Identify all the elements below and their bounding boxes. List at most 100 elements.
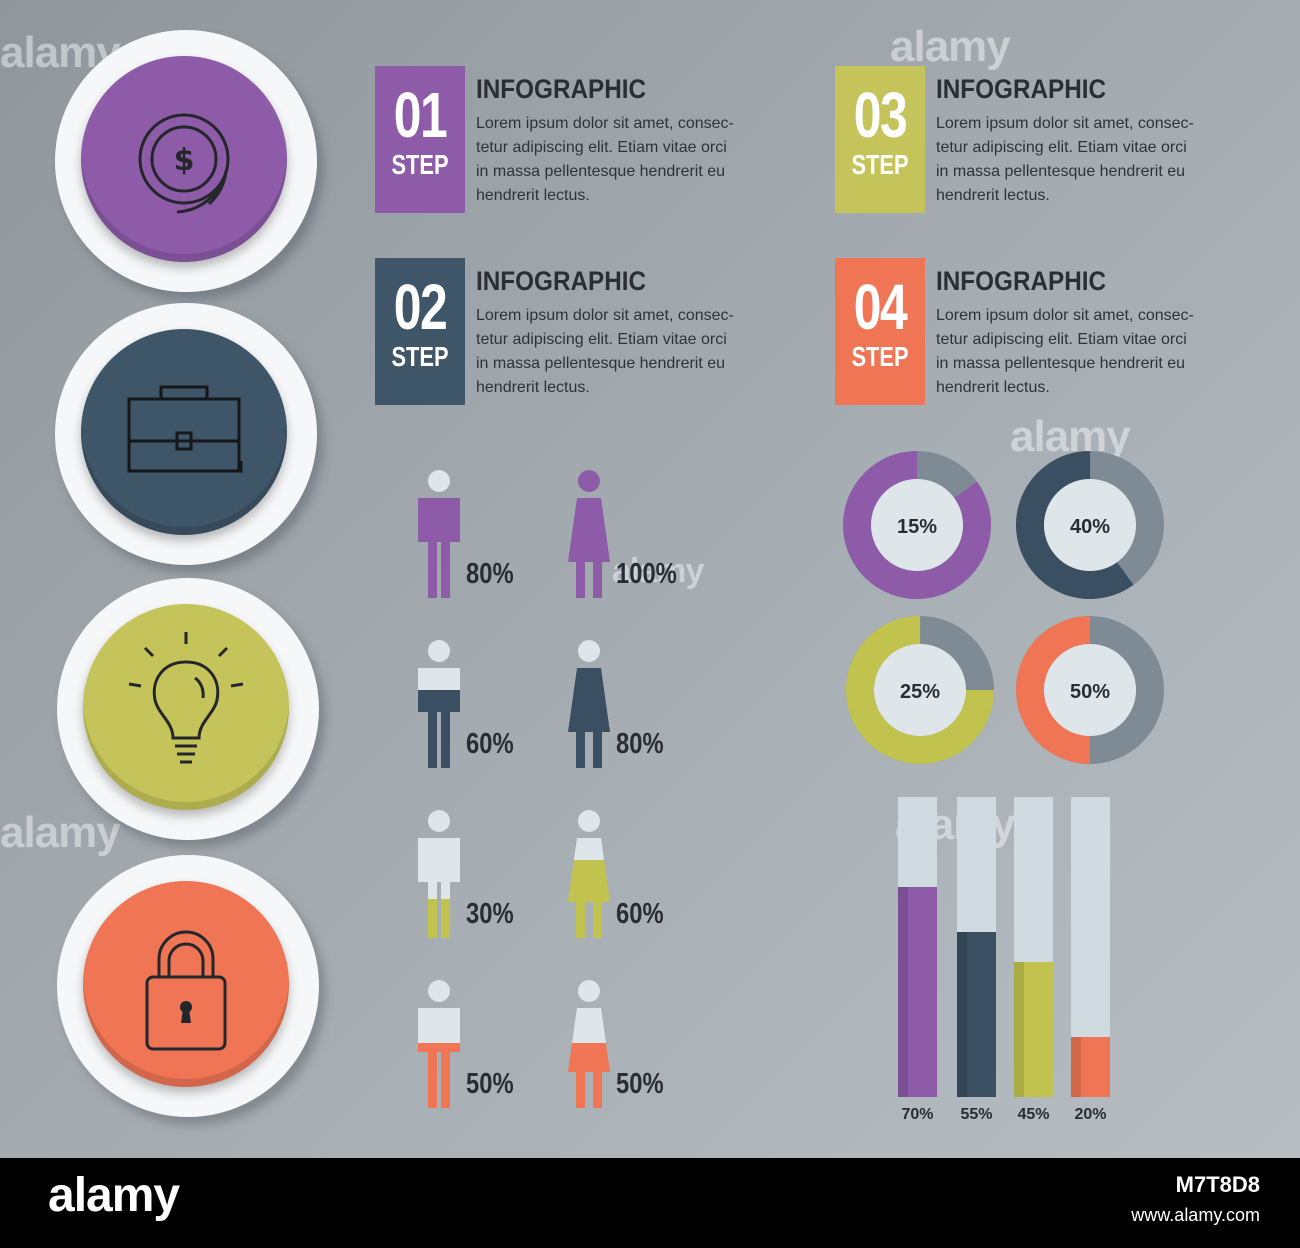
infographic-canvas: alamy alamy alamy alamy alamy alamy alam… — [0, 0, 1300, 1158]
bar-label: 45% — [1017, 1106, 1050, 1123]
step-word: STEP — [851, 341, 909, 372]
step-description-line: hendrerit lectus. — [936, 187, 1050, 204]
step-badge-03: 03 STEP — [835, 66, 925, 213]
bar-shade — [1014, 962, 1024, 1097]
icon-circle-inner: $ — [81, 56, 287, 262]
step-word: STEP — [391, 341, 449, 372]
step-number: 03 — [853, 79, 908, 151]
bar-shade — [957, 932, 967, 1097]
step-description: Lorem ipsum dolor sit amet, consec-tetur… — [936, 112, 1256, 208]
icon-circle-dollar: $ — [55, 30, 317, 292]
step-description-line: hendrerit lectus. — [476, 379, 590, 396]
step-title: INFOGRAPHIC — [936, 266, 1107, 296]
step-description-line: tetur adipiscing elit. Etiam vitae orci — [476, 331, 727, 348]
figure-percent-label: 100% — [616, 558, 677, 590]
step-word: STEP — [391, 149, 449, 180]
figure-percent-label: 80% — [466, 558, 514, 590]
svg-text:$: $ — [174, 143, 195, 178]
donut-center — [874, 644, 966, 736]
icon-circle-briefcase — [55, 303, 317, 565]
figure-percent-label: 60% — [616, 898, 664, 930]
icon-circle-lightbulb — [57, 578, 319, 840]
footer-bar — [0, 1158, 1300, 1248]
bar — [957, 932, 996, 1097]
step-description-line: hendrerit lectus. — [476, 187, 590, 204]
donut-label: 15% — [897, 516, 937, 538]
image-id: M7T8D8 — [1175, 1172, 1260, 1197]
icon-circle-inner — [83, 604, 289, 810]
watermark: alamy — [1010, 412, 1131, 461]
female-figure — [568, 980, 610, 1108]
step-description-line: Lorem ipsum dolor sit amet, consec- — [476, 115, 734, 132]
donut-slice — [846, 616, 994, 764]
step-description-line: Lorem ipsum dolor sit amet, consec- — [936, 307, 1194, 324]
step-description-line: tetur adipiscing elit. Etiam vitae orci — [936, 139, 1187, 156]
donut-label: 25% — [900, 681, 940, 703]
step-description: Lorem ipsum dolor sit amet, consec-tetur… — [476, 112, 796, 208]
figure-percent-label: 50% — [616, 1068, 664, 1100]
female-figure — [568, 810, 610, 938]
step-title: INFOGRAPHIC — [476, 74, 647, 104]
step-description-line: in massa pellentesque hendrerit eu — [936, 355, 1186, 372]
step-description-line: hendrerit lectus. — [936, 379, 1050, 396]
female-figure — [568, 640, 610, 768]
donut-chart: 50% — [1016, 616, 1164, 764]
female-figure — [568, 470, 610, 598]
watermark: alamy — [612, 552, 704, 590]
step-title: INFOGRAPHIC — [936, 74, 1107, 104]
male-figure — [418, 640, 460, 768]
watermark: alamy — [0, 808, 121, 857]
step-badge-02: 02 STEP — [375, 258, 465, 405]
donut-slice — [1016, 451, 1164, 599]
watermark: alamy — [890, 22, 1011, 71]
lightbulb-icon — [128, 632, 244, 764]
donut-chart: 25% — [846, 616, 994, 764]
pictograph-chart — [418, 470, 610, 1108]
donut-label: 50% — [1070, 681, 1110, 703]
bar-shade — [898, 887, 908, 1097]
dollar-coin-icon: $ — [138, 113, 230, 214]
donut-chart: 40% — [1016, 451, 1164, 599]
donut-center — [1044, 479, 1136, 571]
donut-chart: 15% — [843, 451, 991, 599]
bar-chart-plot — [898, 797, 1110, 1097]
briefcase-icon — [127, 385, 243, 473]
step-number: 04 — [853, 271, 908, 343]
step-title: INFOGRAPHIC — [476, 266, 647, 296]
donut-center — [1044, 644, 1136, 736]
step-description-line: Lorem ipsum dolor sit amet, consec- — [476, 307, 734, 324]
bar — [1071, 1037, 1110, 1097]
padlock-icon — [145, 930, 227, 1051]
figure-percent-label: 80% — [616, 728, 664, 760]
donut-center — [871, 479, 963, 571]
step-description-line: Lorem ipsum dolor sit amet, consec- — [936, 115, 1194, 132]
bar-label: 20% — [1074, 1106, 1107, 1123]
step-description-line: in massa pellentesque hendrerit eu — [476, 163, 726, 180]
bar-shade — [1071, 1037, 1081, 1097]
step-description-line: in massa pellentesque hendrerit eu — [476, 355, 726, 372]
footer-url: www.alamy.com — [1131, 1205, 1260, 1225]
step-description-line: tetur adipiscing elit. Etiam vitae orci — [936, 331, 1187, 348]
bar-label: 70% — [901, 1106, 934, 1123]
icon-circle-inner — [83, 881, 289, 1087]
step-description-line: in massa pellentesque hendrerit eu — [936, 163, 1186, 180]
footer-logo: alamy — [48, 1169, 180, 1222]
bar — [898, 887, 937, 1097]
step-badge-01: 01 STEP — [375, 66, 465, 213]
figure-percent-label: 60% — [466, 728, 514, 760]
figure-percent-label: 30% — [466, 898, 514, 930]
step-word: STEP — [851, 149, 909, 180]
step-description-line: tetur adipiscing elit. Etiam vitae orci — [476, 139, 727, 156]
icon-circle-inner — [81, 329, 287, 535]
step-description: Lorem ipsum dolor sit amet, consec-tetur… — [476, 304, 796, 400]
male-figure — [418, 980, 460, 1108]
figure-percent-label: 50% — [466, 1068, 514, 1100]
donut-slice — [1016, 616, 1164, 764]
step-number: 01 — [393, 79, 448, 151]
donut-label: 40% — [1070, 516, 1110, 538]
male-figure — [418, 810, 460, 938]
bar — [1014, 962, 1053, 1097]
male-figure — [418, 470, 460, 598]
step-badge-04: 04 STEP — [835, 258, 925, 405]
bar-label: 55% — [960, 1106, 993, 1123]
